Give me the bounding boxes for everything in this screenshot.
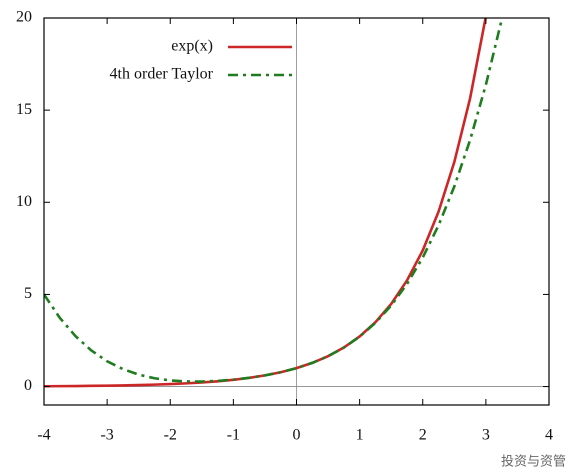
x-tick-label: 0 bbox=[293, 427, 301, 444]
legend-label: exp(x) bbox=[171, 38, 213, 55]
watermark: 投资与资管 bbox=[501, 454, 566, 470]
legend-label: 4th order Taylor bbox=[110, 66, 214, 83]
y-tick-label: 20 bbox=[16, 9, 32, 26]
x-tick-label: -4 bbox=[37, 427, 50, 444]
x-tick-label: 1 bbox=[356, 427, 364, 444]
y-tick-label: 15 bbox=[16, 101, 32, 118]
x-tick-label: 2 bbox=[419, 427, 427, 444]
x-tick-label: 3 bbox=[482, 427, 490, 444]
series-line bbox=[44, 19, 503, 383]
y-tick-label: 0 bbox=[24, 377, 32, 394]
plot-area bbox=[44, 18, 549, 405]
x-tick-label: -1 bbox=[227, 427, 240, 444]
x-tick-label: -3 bbox=[100, 427, 113, 444]
x-tick-label: 4 bbox=[545, 427, 553, 444]
x-tick-label: -2 bbox=[164, 427, 177, 444]
y-tick-label: 5 bbox=[24, 285, 32, 302]
y-tick-label: 10 bbox=[16, 193, 32, 210]
